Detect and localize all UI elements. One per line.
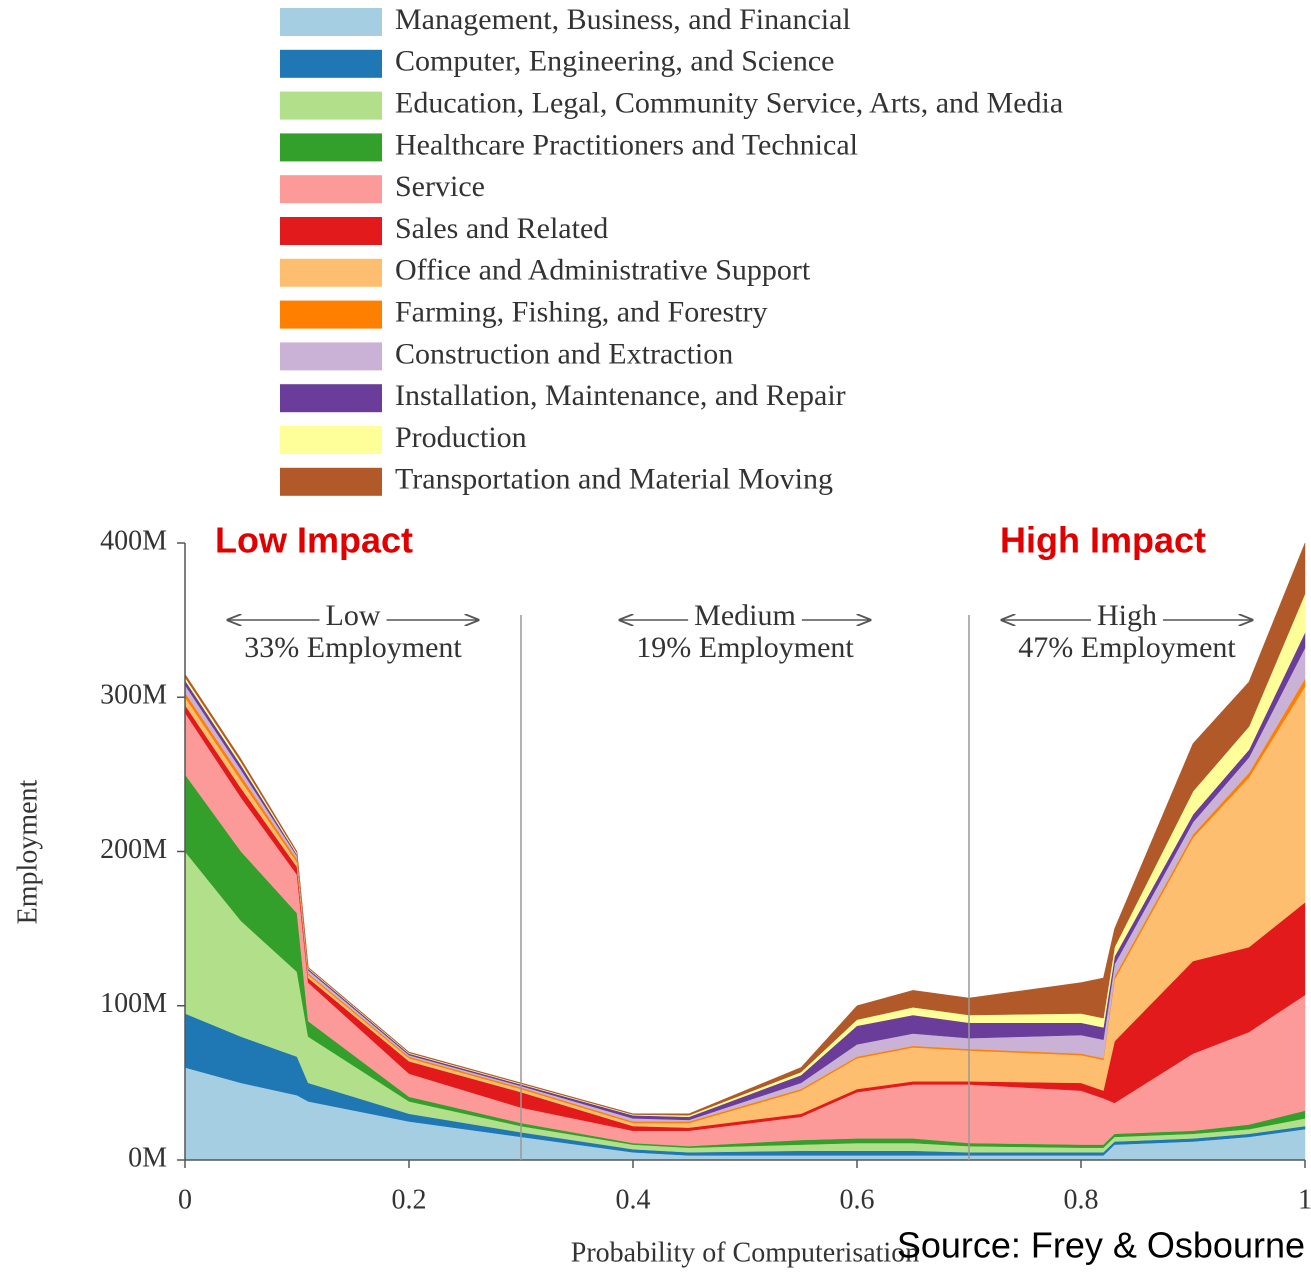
x-axis-label: Probability of Computerisation — [571, 1237, 919, 1268]
legend-swatch — [280, 49, 382, 78]
legend-label: Installation, Maintenance, and Repair — [395, 379, 846, 412]
legend-label: Computer, Engineering, and Science — [395, 45, 835, 78]
region-share: 19% Employment — [636, 631, 854, 664]
legend-swatch — [280, 384, 382, 413]
axes: 0M 100M 200M 300M 400M 0 0.2 0.4 0.6 0.8 1 — [100, 525, 1311, 1215]
y-tick-label: 400M — [100, 525, 167, 556]
legend-swatch — [280, 426, 382, 454]
legend-label: Management, Business, and Financial — [395, 3, 851, 36]
legend-label: Education, Legal, Community Service, Art… — [395, 86, 1063, 119]
x-tick-label: 1 — [1298, 1184, 1311, 1215]
annotation: Low Impact — [215, 520, 413, 561]
legend-swatch — [280, 8, 382, 36]
y-tick-label: 0M — [128, 1142, 167, 1173]
x-tick-label: 0.8 — [1064, 1184, 1099, 1215]
region-name: High — [1097, 599, 1157, 632]
legend-label: Farming, Fishing, and Forestry — [395, 295, 768, 328]
region-name: Low — [326, 599, 381, 632]
legend-swatch — [280, 258, 382, 287]
region-share: 47% Employment — [1018, 631, 1236, 664]
region-share: 33% Employment — [244, 631, 462, 664]
legend-swatch — [280, 217, 382, 245]
x-tick-label: 0 — [178, 1184, 192, 1215]
legend: Management, Business, and Financial Compu… — [280, 3, 1063, 496]
x-tick-label: 0.6 — [840, 1184, 875, 1215]
source: Source: Frey & Osbourne — [897, 1225, 1305, 1266]
y-tick-label: 300M — [100, 680, 167, 711]
legend-label: Office and Administrative Support — [395, 254, 811, 287]
legend-label: Healthcare Practitioners and Technical — [395, 128, 858, 161]
legend-label: Service — [395, 170, 485, 203]
legend-swatch — [280, 91, 382, 120]
y-axis-label: Employment — [12, 779, 43, 924]
y-tick-label: 200M — [100, 834, 167, 865]
legend-swatch — [280, 133, 382, 162]
legend-label: Transportation and Material Moving — [395, 463, 833, 496]
y-tick-label: 100M — [100, 988, 167, 1019]
legend-label: Production — [395, 421, 527, 454]
region-name: Medium — [694, 599, 796, 632]
x-tick-label: 0.4 — [616, 1184, 651, 1215]
annotation: High Impact — [1000, 520, 1206, 561]
legend-label: Sales and Related — [395, 212, 608, 245]
legend-swatch — [280, 300, 382, 329]
legend-label: Construction and Extraction — [395, 337, 733, 370]
legend-swatch — [280, 175, 382, 204]
legend-swatch — [280, 342, 382, 371]
legend-swatch — [280, 467, 382, 496]
x-tick-label: 0.2 — [392, 1184, 427, 1215]
